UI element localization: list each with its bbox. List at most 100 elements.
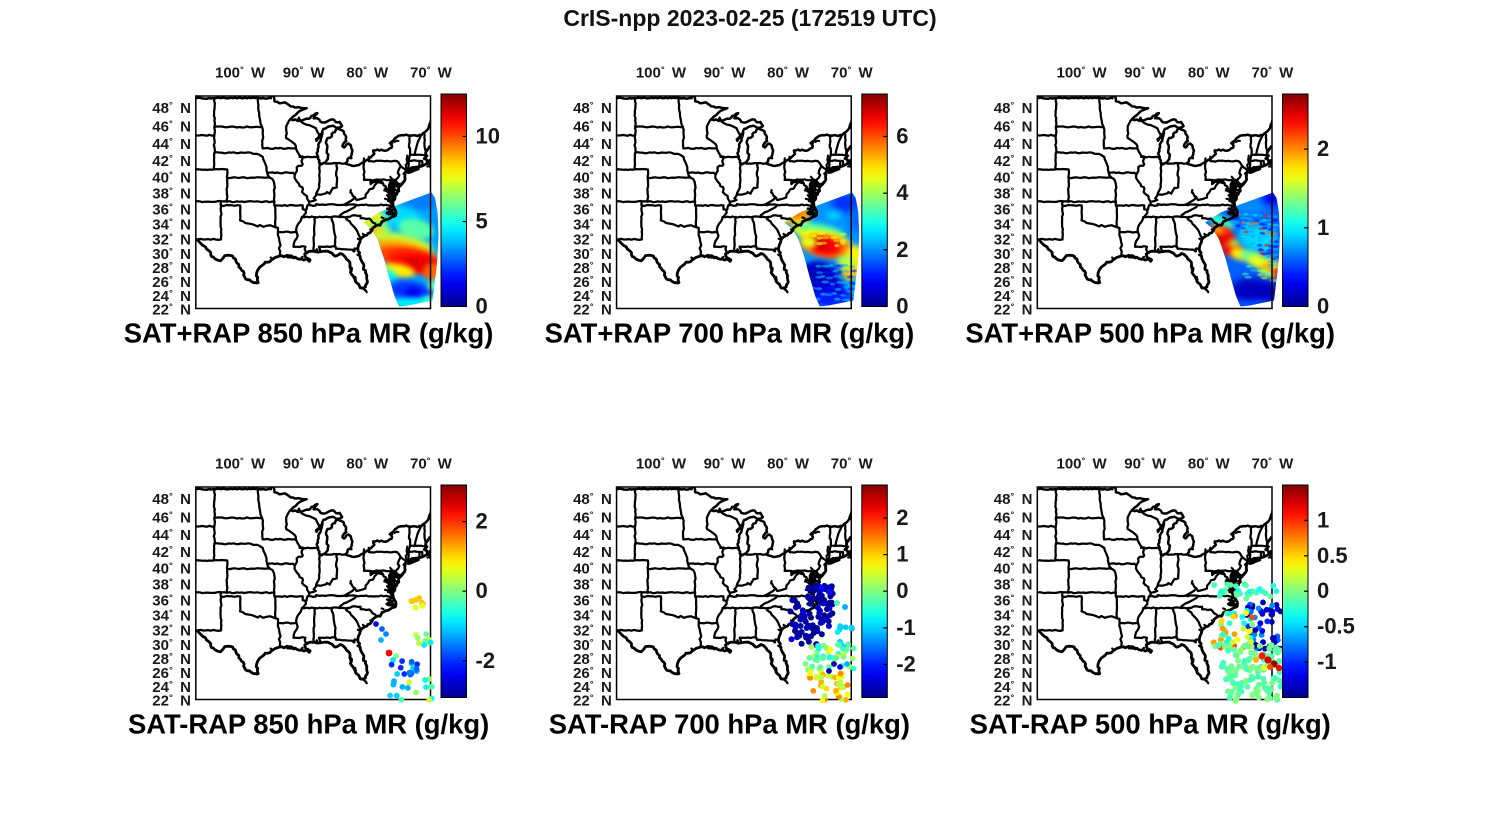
svg-text:44° N: 44° N [573,136,612,153]
svg-text:24° N: 24° N [152,288,191,305]
svg-text:SAT-RAP 500 hPa MR (g/kg): SAT-RAP 500 hPa MR (g/kg) [970,709,1331,740]
svg-text:34° N: 34° N [152,608,191,625]
svg-text:5: 5 [476,209,488,234]
svg-text:30° N: 30° N [994,246,1033,263]
svg-text:26° N: 26° N [994,274,1033,291]
svg-text:SAT-RAP 850 hPa MR (g/kg): SAT-RAP 850 hPa MR (g/kg) [128,709,489,740]
svg-text:100° W: 100° W [1057,456,1108,473]
svg-text:28° N: 28° N [573,260,612,277]
svg-text:38° N: 38° N [573,577,612,594]
svg-text:42° N: 42° N [152,544,191,561]
svg-text:32° N: 32° N [994,231,1033,248]
svg-text:34° N: 34° N [152,217,191,234]
svg-text:6: 6 [896,124,908,149]
svg-text:0: 0 [476,578,488,603]
svg-text:46° N: 46° N [994,118,1033,135]
svg-text:32° N: 32° N [152,622,191,639]
svg-text:0: 0 [896,578,908,603]
svg-text:36° N: 36° N [573,592,612,609]
svg-text:36° N: 36° N [152,201,191,218]
svg-text:46° N: 46° N [152,118,191,135]
svg-text:40° N: 40° N [994,561,1033,578]
svg-text:42° N: 42° N [994,544,1033,561]
svg-text:44° N: 44° N [994,136,1033,153]
svg-text:0: 0 [1317,294,1329,319]
svg-text:SAT+RAP 700 hPa MR (g/kg): SAT+RAP 700 hPa MR (g/kg) [545,318,915,349]
svg-text:1: 1 [1317,215,1329,240]
svg-text:48° N: 48° N [994,100,1033,117]
svg-text:32° N: 32° N [573,231,612,248]
svg-text:28° N: 28° N [994,260,1033,277]
svg-text:SAT+RAP 850 hPa MR (g/kg): SAT+RAP 850 hPa MR (g/kg) [124,318,494,349]
svg-text:24° N: 24° N [152,679,191,696]
svg-text:40° N: 40° N [573,170,612,187]
svg-text:2: 2 [1317,136,1329,161]
svg-text:38° N: 38° N [152,577,191,594]
svg-text:2: 2 [896,505,908,530]
svg-text:44° N: 44° N [152,136,191,153]
svg-text:0: 0 [1317,578,1329,603]
svg-text:28° N: 28° N [152,260,191,277]
svg-text:46° N: 46° N [152,509,191,526]
svg-text:1: 1 [1317,507,1329,532]
svg-text:2: 2 [896,237,908,262]
svg-text:40° N: 40° N [994,170,1033,187]
svg-text:22° N: 22° N [573,302,612,319]
svg-text:34° N: 34° N [573,608,612,625]
svg-text:22° N: 22° N [573,693,612,710]
svg-text:1: 1 [896,542,908,567]
svg-text:0.5: 0.5 [1317,543,1348,568]
svg-text:22° N: 22° N [994,693,1033,710]
svg-text:30° N: 30° N [573,637,612,654]
svg-text:100° W: 100° W [636,65,687,82]
svg-text:100° W: 100° W [636,456,687,473]
svg-text:-2: -2 [476,648,496,673]
svg-text:38° N: 38° N [152,186,191,203]
svg-text:-2: -2 [896,652,916,677]
svg-text:100° W: 100° W [215,456,266,473]
svg-text:-1: -1 [1317,649,1337,674]
svg-text:38° N: 38° N [573,186,612,203]
svg-text:SAT-RAP 700 hPa MR (g/kg): SAT-RAP 700 hPa MR (g/kg) [549,709,910,740]
svg-text:32° N: 32° N [573,622,612,639]
svg-text:46° N: 46° N [573,118,612,135]
svg-text:32° N: 32° N [994,622,1033,639]
svg-text:CrIS-npp 2023-02-25 (172519 UT: CrIS-npp 2023-02-25 (172519 UTC) [563,5,936,31]
svg-text:22° N: 22° N [152,302,191,319]
svg-text:34° N: 34° N [994,217,1033,234]
svg-text:100° W: 100° W [1057,65,1108,82]
svg-text:44° N: 44° N [573,527,612,544]
svg-text:40° N: 40° N [573,561,612,578]
svg-text:22° N: 22° N [152,693,191,710]
svg-text:48° N: 48° N [152,491,191,508]
svg-text:24° N: 24° N [994,679,1033,696]
svg-text:26° N: 26° N [994,665,1033,682]
svg-text:38° N: 38° N [994,577,1033,594]
svg-text:2: 2 [476,509,488,534]
svg-text:0: 0 [896,294,908,319]
svg-text:24° N: 24° N [573,679,612,696]
svg-text:30° N: 30° N [152,637,191,654]
svg-text:42° N: 42° N [152,153,191,170]
svg-text:40° N: 40° N [152,170,191,187]
svg-text:30° N: 30° N [994,637,1033,654]
svg-text:30° N: 30° N [152,246,191,263]
svg-text:42° N: 42° N [573,153,612,170]
svg-text:46° N: 46° N [573,509,612,526]
svg-text:36° N: 36° N [152,592,191,609]
svg-text:32° N: 32° N [152,231,191,248]
svg-text:-1: -1 [896,615,916,640]
svg-text:0: 0 [476,294,488,319]
svg-text:24° N: 24° N [573,288,612,305]
svg-text:42° N: 42° N [994,153,1033,170]
svg-text:36° N: 36° N [994,592,1033,609]
svg-text:48° N: 48° N [994,491,1033,508]
svg-text:28° N: 28° N [573,651,612,668]
svg-text:26° N: 26° N [152,665,191,682]
svg-text:22° N: 22° N [994,302,1033,319]
svg-text:26° N: 26° N [573,665,612,682]
svg-text:44° N: 44° N [994,527,1033,544]
svg-text:SAT+RAP 500 hPa MR (g/kg): SAT+RAP 500 hPa MR (g/kg) [965,318,1335,349]
svg-text:48° N: 48° N [152,100,191,117]
svg-text:34° N: 34° N [994,608,1033,625]
